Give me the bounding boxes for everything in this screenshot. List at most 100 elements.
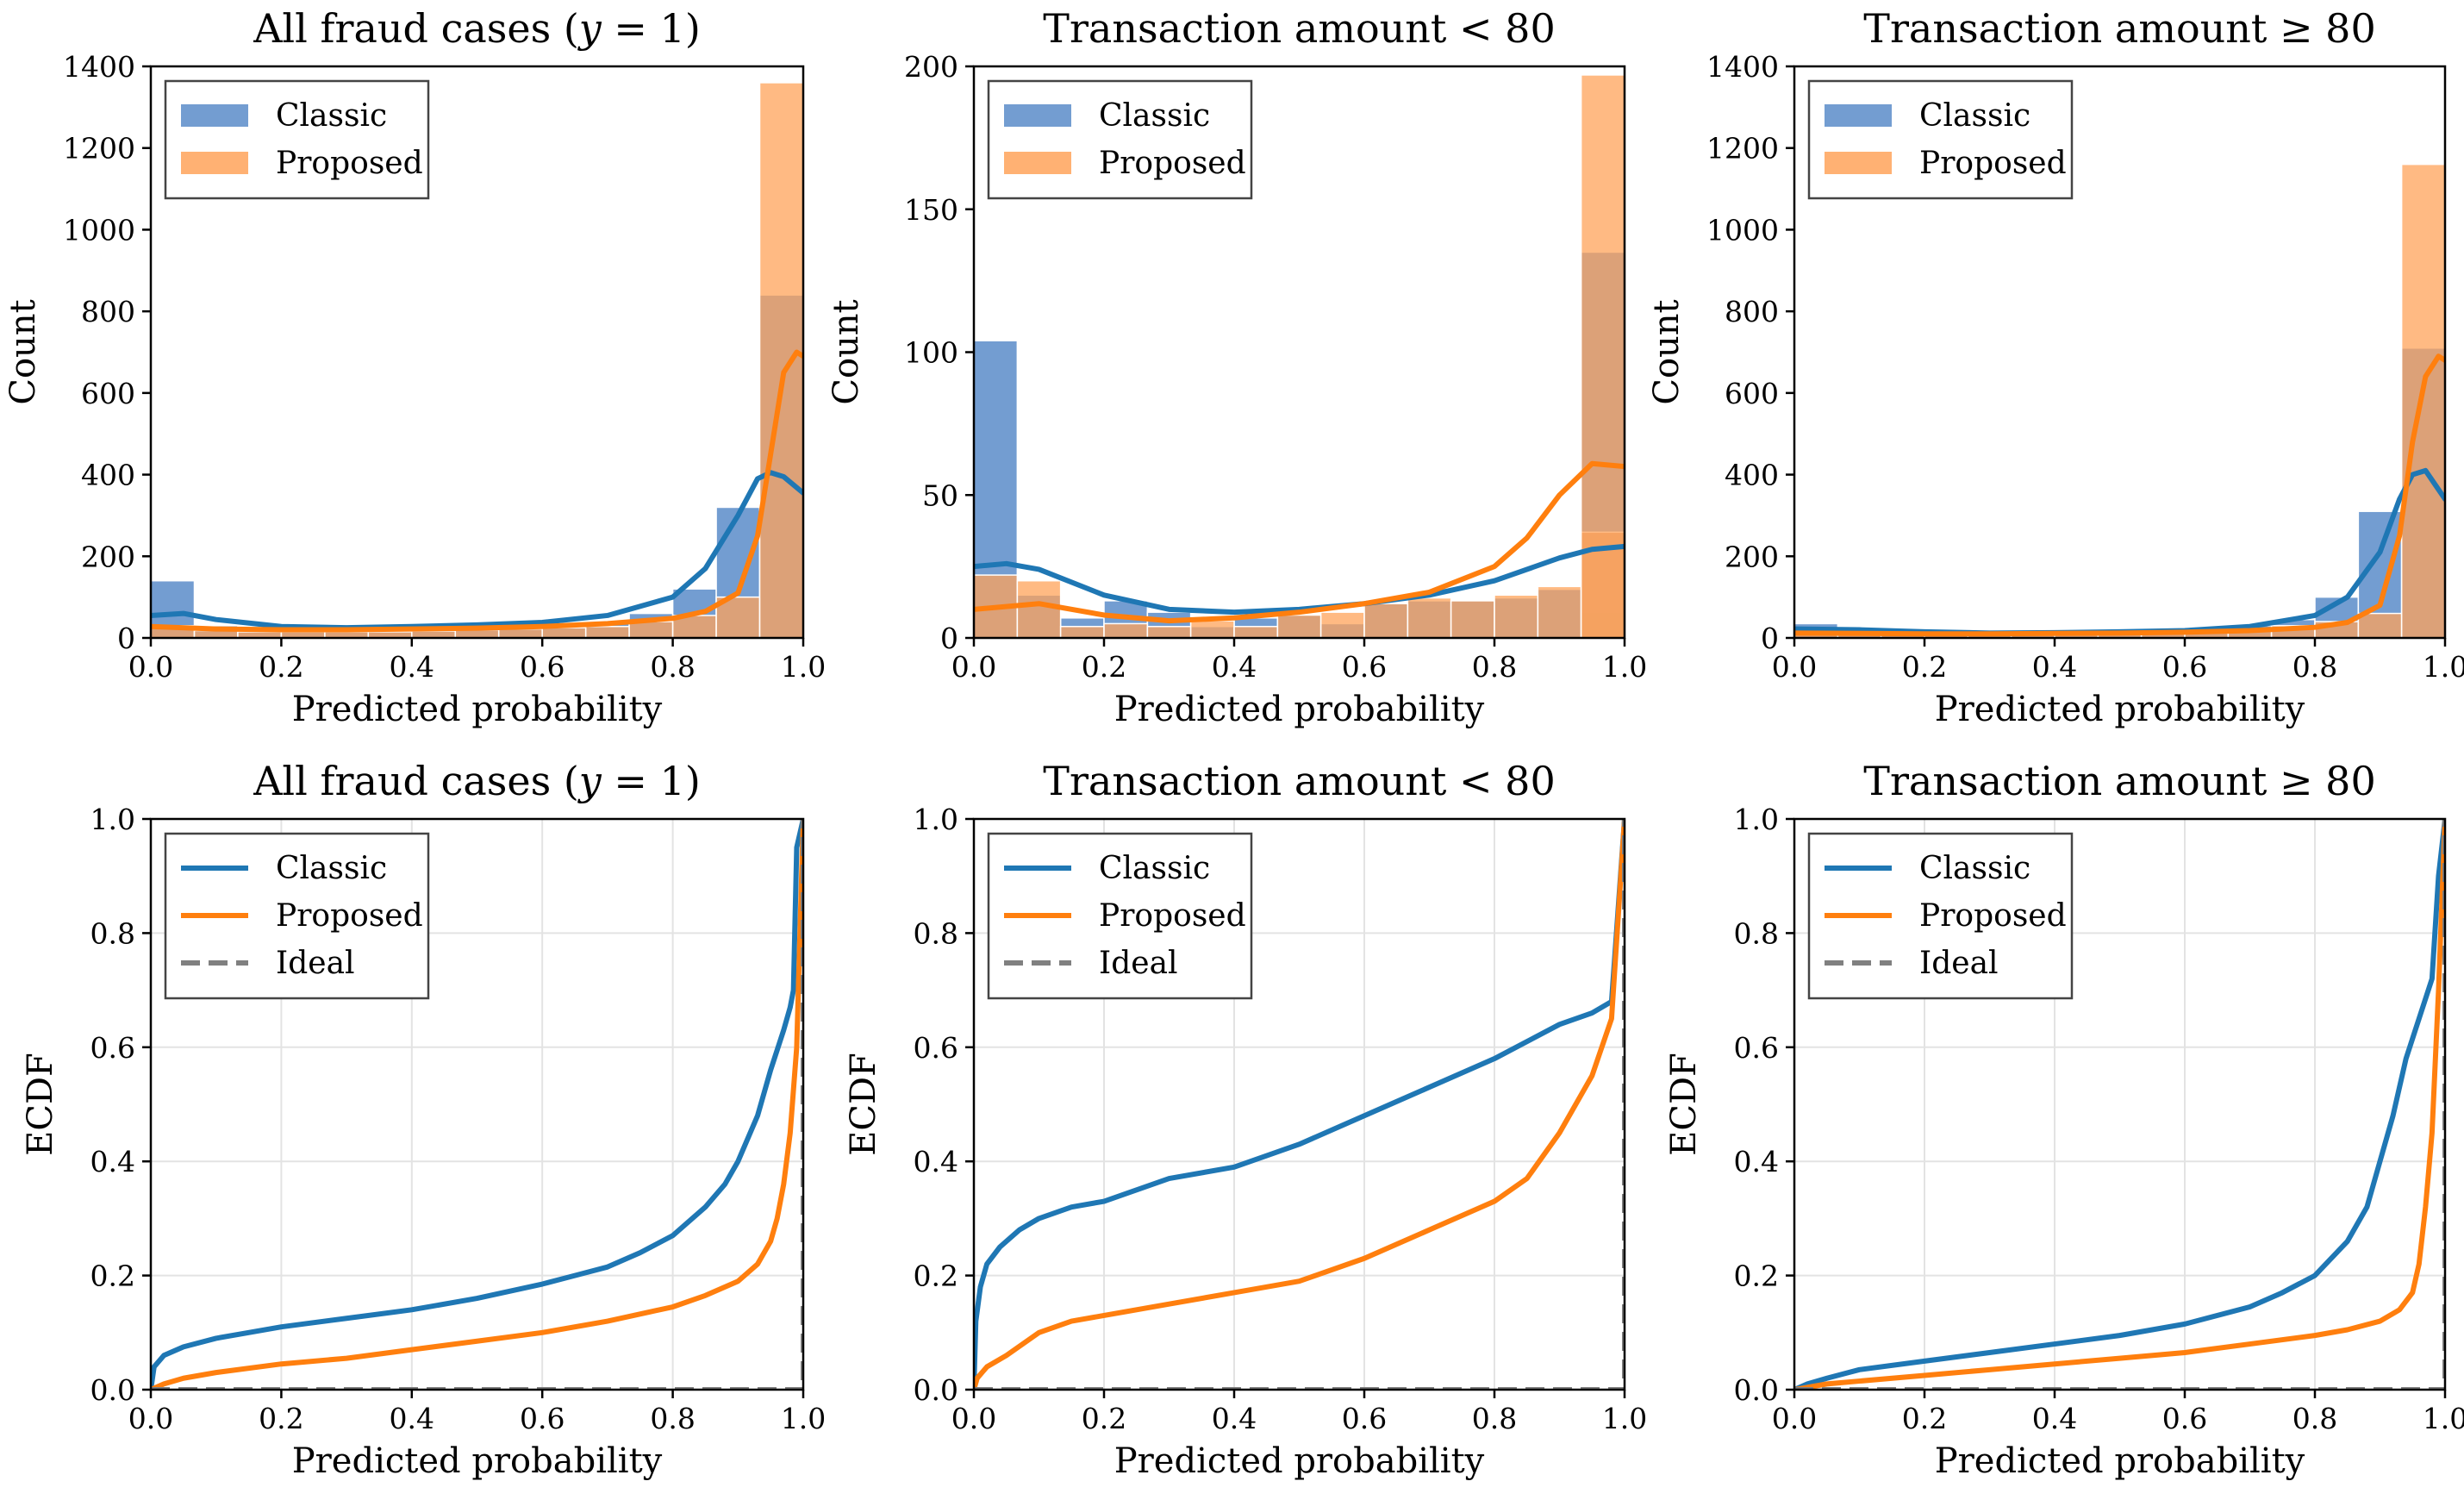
y-tick-label: 800 xyxy=(1725,295,1779,328)
x-tick-label: 0.4 xyxy=(2032,1402,2077,1435)
kde-proposed xyxy=(974,460,1625,624)
y-tick-label: 800 xyxy=(81,295,135,328)
x-tick-label: 0.6 xyxy=(1342,650,1387,684)
y-tick-label: 200 xyxy=(904,50,958,84)
legend-swatch-classic xyxy=(1004,104,1071,127)
legend-box xyxy=(164,79,430,200)
x-tick-label: 0.6 xyxy=(520,1402,565,1435)
bar-proposed-9 xyxy=(541,627,587,638)
x-tick-label: 0.2 xyxy=(259,650,303,684)
kde-classic xyxy=(974,543,1625,616)
x-tick-label: 0.8 xyxy=(2292,650,2337,684)
legend-label-ideal: Ideal xyxy=(276,946,355,981)
x-tick-label: 0.8 xyxy=(1472,650,1517,684)
y-axis-label: Count xyxy=(827,299,866,404)
x-tick-label: 0.2 xyxy=(1902,1402,1947,1435)
x-tick-label: 0.4 xyxy=(390,1402,434,1435)
y-tick-label: 0.6 xyxy=(1734,1031,1779,1065)
legend-label-classic: Classic xyxy=(1099,98,1210,134)
x-tick-label: 0.6 xyxy=(1342,1402,1387,1435)
legend-label-proposed: Proposed xyxy=(1919,898,2067,934)
title-part: y xyxy=(577,758,602,804)
chart-title: Transaction amount < 80 xyxy=(1043,5,1555,52)
title-part: = 1) xyxy=(602,5,701,52)
panel-top-right: 0.0 0.2 0.4 0.6 0.8 1.0 0 200 400 600 800 1000 1200 1… xyxy=(1647,5,2464,729)
y-tick-label: 0.8 xyxy=(914,916,958,950)
y-tick-label: 1.0 xyxy=(1734,803,1779,836)
y-axis-label: ECDF xyxy=(844,1053,883,1156)
y-tick-label: 0 xyxy=(117,622,135,655)
y-axis-label: Count xyxy=(1647,299,1687,404)
x-axis-label: Predicted probability xyxy=(1935,1441,2305,1481)
x-tick-label: 0.8 xyxy=(650,650,695,684)
legend-label-classic: Classic xyxy=(1919,98,2030,134)
plot-area xyxy=(974,818,1625,1390)
y-tick-label: 1400 xyxy=(1706,50,1779,84)
y-tick-label: 0.0 xyxy=(1734,1373,1779,1407)
bar-proposed-7 xyxy=(1276,614,1322,638)
ecdf-line-proposed xyxy=(151,818,803,1390)
y-tick-label: 1.0 xyxy=(90,803,135,836)
x-tick-label: 0.2 xyxy=(259,1402,303,1435)
kde-proposed xyxy=(151,349,803,633)
x-tick-label: 0.0 xyxy=(951,650,996,684)
kde-proposed xyxy=(1794,353,2445,637)
bar-proposed-5 xyxy=(1189,620,1235,638)
plot-area xyxy=(974,74,1625,638)
bar-proposed-4 xyxy=(1146,625,1192,638)
chart-title: All fraud cases (y = 1) xyxy=(253,758,701,804)
bar-proposed-10 xyxy=(584,625,630,638)
x-axis-label: Predicted probability xyxy=(292,690,663,729)
legend-swatch-proposed xyxy=(1004,152,1071,174)
bar-proposed-14 xyxy=(758,82,803,638)
bar-proposed-12 xyxy=(1494,594,1539,638)
axes-frame xyxy=(149,65,805,640)
axes-frame xyxy=(149,817,805,1391)
chart-title: Transaction amount ≥ 80 xyxy=(1863,758,2375,804)
y-tick-label: 0 xyxy=(1761,622,1779,655)
axes-frame xyxy=(1793,65,2447,640)
bar-proposed-7 xyxy=(454,628,500,638)
legend: Classic Proposed Ideal xyxy=(1807,832,2074,1000)
title-part: y xyxy=(577,5,602,52)
y-tick-label: 200 xyxy=(81,540,135,573)
plot-area xyxy=(1794,163,2445,638)
ecdf-line-classic xyxy=(974,818,1625,1390)
x-tick-label: 0.4 xyxy=(1212,1402,1257,1435)
y-tick-label: 600 xyxy=(1725,377,1779,410)
legend: Classic Proposed xyxy=(1807,79,2074,200)
x-tick-label: 0.0 xyxy=(1772,650,1817,684)
y-tick-label: 0.4 xyxy=(914,1145,958,1178)
y-tick-label: 1.0 xyxy=(914,803,958,836)
panel-top-middle: 0.0 0.2 0.4 0.6 0.8 1.0 0 50 100 150 200 Predicted … xyxy=(827,5,1647,729)
y-tick-label: 100 xyxy=(904,336,958,370)
panel-bottom-left: 0.0 0.2 0.4 0.6 0.8 1.0 0.0 0.2 0.4 0.6 0.8 1.0 Pred… xyxy=(21,758,826,1481)
x-tick-label: 0.8 xyxy=(1472,1402,1517,1435)
x-tick-label: 1.0 xyxy=(1602,1402,1647,1435)
y-tick-label: 0.8 xyxy=(1734,916,1779,950)
legend-swatch-classic xyxy=(1825,104,1892,127)
legend-label-classic: Classic xyxy=(276,851,387,886)
x-tick-label: 0.8 xyxy=(650,1402,695,1435)
y-tick-label: 400 xyxy=(81,459,135,492)
y-tick-label: 0.4 xyxy=(1734,1145,1779,1178)
bar-proposed-14 xyxy=(2400,163,2445,638)
y-tick-label: 0.2 xyxy=(914,1259,958,1293)
y-tick-label: 1000 xyxy=(1706,213,1779,247)
x-tick-label: 1.0 xyxy=(2423,1402,2464,1435)
bar-proposed-2 xyxy=(1059,625,1105,638)
y-tick-label: 0.6 xyxy=(914,1031,958,1065)
legend-label-classic: Classic xyxy=(1919,851,2030,886)
plot-area xyxy=(151,818,803,1390)
x-tick-label: 0.0 xyxy=(128,1402,173,1435)
ecdf-line-proposed xyxy=(974,818,1625,1390)
legend-label-proposed: Proposed xyxy=(276,146,423,181)
y-tick-label: 0.4 xyxy=(90,1145,135,1178)
panel-bottom-middle: 0.0 0.2 0.4 0.6 0.8 1.0 0.0 0.2 0.4 0.6 0.8 1.0 Pred… xyxy=(844,758,1647,1481)
x-tick-label: 0.0 xyxy=(1772,1402,1817,1435)
y-tick-label: 200 xyxy=(1725,540,1779,573)
x-axis-label: Predicted probability xyxy=(1935,690,2305,729)
bar-proposed-13 xyxy=(2357,612,2403,638)
x-tick-label: 0.2 xyxy=(1902,650,1947,684)
y-tick-label: 0 xyxy=(940,622,958,655)
